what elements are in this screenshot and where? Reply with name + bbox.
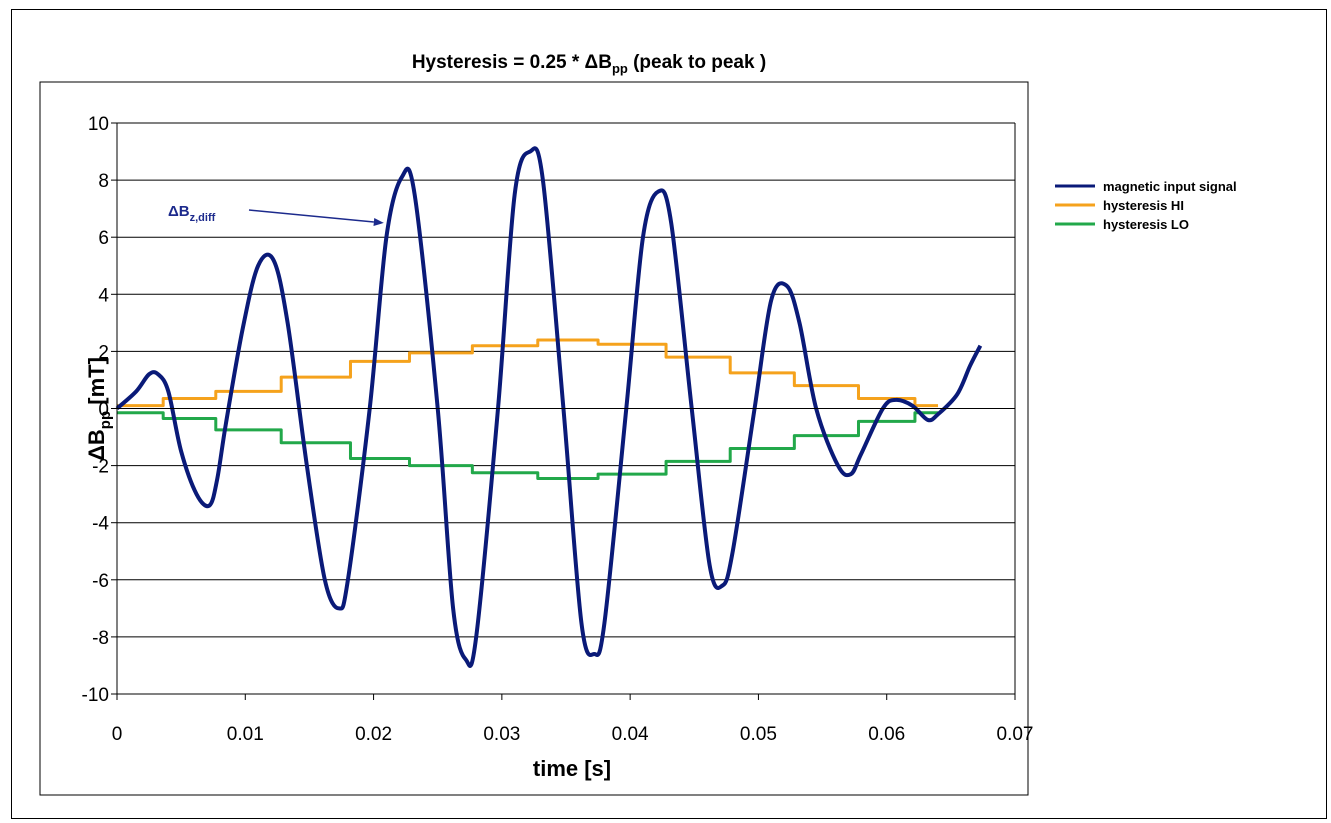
x-axis-title: time [s] [533,756,611,781]
plot-outer-border [39,81,1029,796]
series-hysteresis-hi [117,338,939,408]
annotation: ΔBz,diff [168,203,384,226]
y-tick-label: -8 [92,628,109,649]
series-hysteresis-lo [117,411,939,480]
y-tick-label: 2 [98,342,109,363]
legend-label: magnetic input signal [1103,179,1237,194]
annotation-label: ΔBz,diff [168,203,216,224]
y-tick-label: 6 [98,228,109,249]
gridlines [117,122,1015,695]
series-layer [115,146,983,668]
y-tick-label: 0 [98,400,109,421]
annotation-arrow [248,209,374,223]
legend: magnetic input signal hysteresis HI hyster… [1055,179,1237,232]
axes [111,122,1016,700]
legend-label: hysteresis HI [1103,198,1184,213]
x-tick-label: 0.02 [355,724,392,745]
x-tick-label: 0.05 [740,724,777,745]
y-tick-label: -6 [92,571,109,592]
y-tick-label: 10 [88,114,109,135]
x-tick-label: 0.01 [227,724,264,745]
legend-label: hysteresis LO [1103,217,1189,232]
y-tick-label: -2 [92,457,109,478]
y-tick-label: -10 [82,685,109,706]
tick-labels: -10 -8 -6 -4 -2 0 2 4 6 8 10 0 0.01 0.02 0.03 0.04 0.05 0… [82,114,1034,745]
chart-frame [11,9,1327,819]
y-tick-label: 4 [98,285,109,306]
annotation-arrowhead [373,217,384,226]
y-tick-label: 8 [98,171,109,192]
x-tick-label: 0.07 [997,724,1034,745]
x-tick-label: 0 [112,724,123,745]
x-tick-label: 0.03 [483,724,520,745]
y-axis-title: ΔBpp [mT] [84,357,114,461]
x-tick-label: 0.06 [868,724,905,745]
series-magnetic-input-signal [115,146,983,668]
x-tick-label: 0.04 [612,724,649,745]
chart-title: Hysteresis = 0.25 * ΔBpp (peak to peak ) [412,52,766,76]
y-tick-label: -4 [92,514,109,535]
